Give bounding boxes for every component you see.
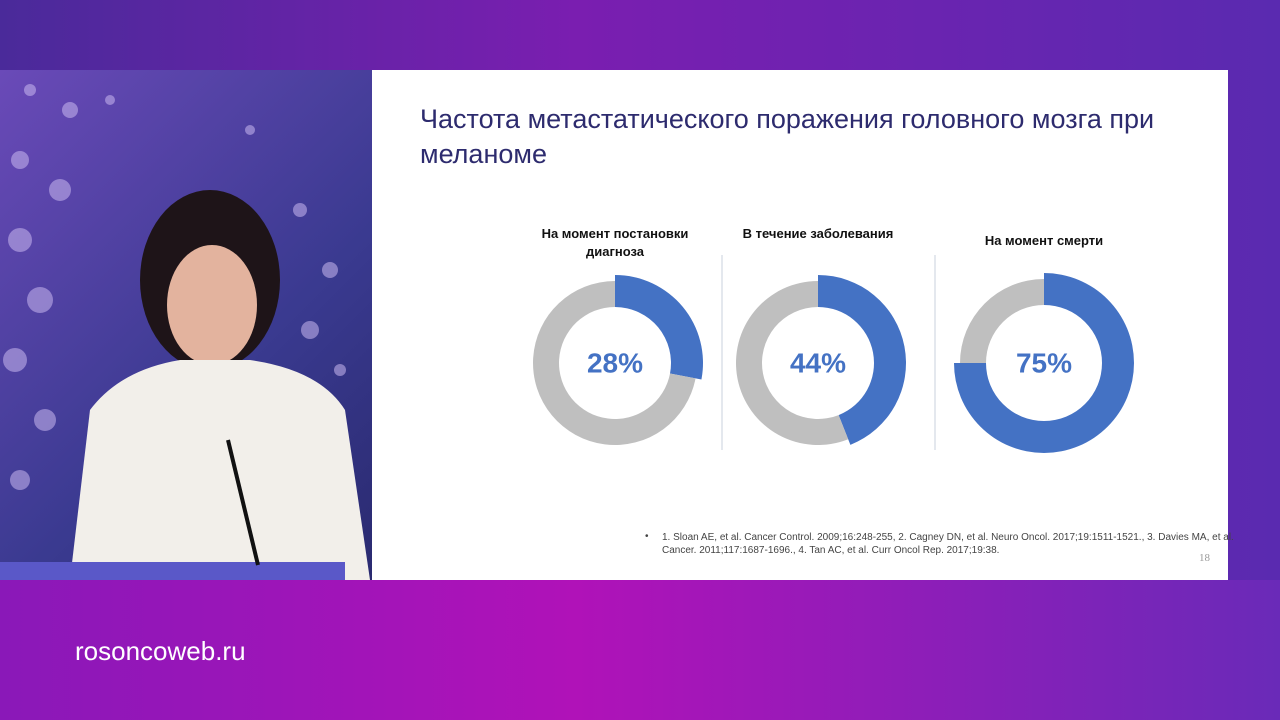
bullet: •: [645, 531, 649, 542]
chart-title: На момент смерти: [984, 233, 1104, 248]
page-number: 18: [1199, 552, 1210, 564]
donut-segment: [736, 281, 849, 446]
slide-title: Частота метастатического поражения голов…: [420, 104, 1155, 169]
video-frame: [0, 84, 370, 580]
value-label: 28%: [587, 347, 643, 378]
donut-segment: [818, 275, 906, 445]
donut-segment: [533, 281, 696, 445]
charts: 28% 44% 75%: [533, 255, 1134, 453]
donut-segment: [954, 273, 1134, 453]
value-label: 44%: [790, 347, 846, 378]
chart-title: На момент постановки диагноза: [541, 226, 689, 259]
footnote: 1. Sloan AE, et al. Cancer Control. 2009…: [662, 532, 1234, 556]
microphone: [226, 439, 260, 566]
donut-segment: [615, 275, 703, 380]
blouse: [70, 360, 370, 580]
footer-band: [0, 580, 1280, 720]
dots: [3, 84, 346, 490]
value-label: 75%: [1016, 347, 1072, 378]
chart-title: В течение заболевания: [742, 226, 894, 241]
donut-segment: [960, 279, 1044, 363]
face: [167, 245, 257, 365]
podium: [0, 562, 345, 580]
slide: Частота метастатического поражения голов…: [372, 70, 1234, 580]
speaker-video: [0, 70, 372, 580]
site-name: rosoncoweb.ru: [75, 636, 246, 666]
